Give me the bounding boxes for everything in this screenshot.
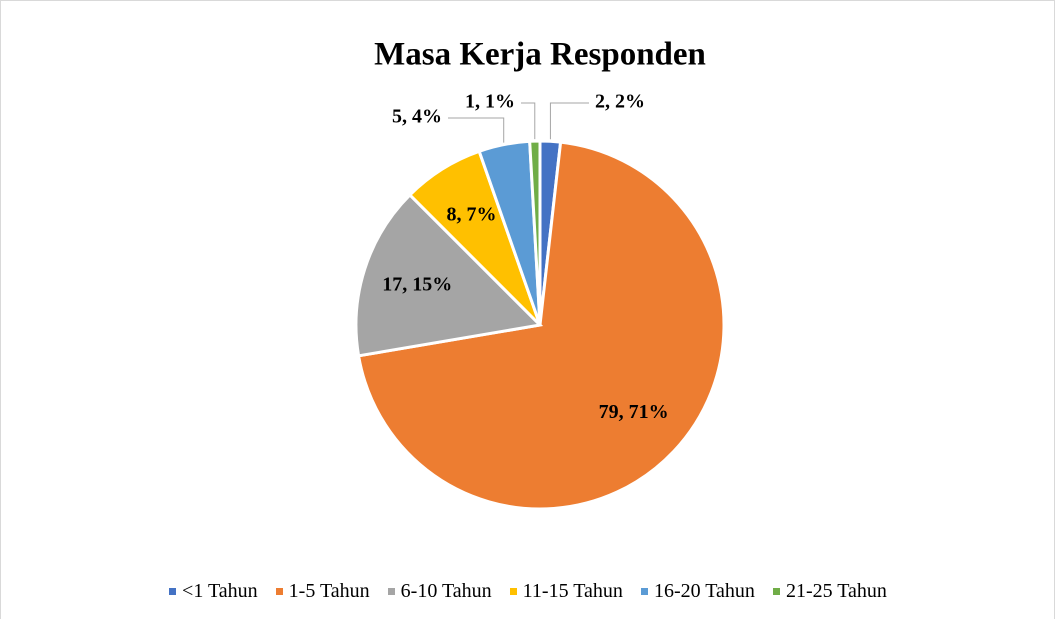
legend-label: 16-20 Tahun [653, 580, 755, 602]
leader-line [549, 102, 589, 140]
legend-item: 6-10 Tahun [387, 580, 492, 603]
legend-label: <1 Tahun [182, 580, 258, 602]
data-label: 79, 71% [599, 401, 669, 423]
legend-item: <1 Tahun [169, 580, 258, 603]
legend-item: 21-25 Tahun [772, 580, 887, 603]
data-label: 17, 15% [382, 273, 452, 295]
data-label: 5, 4% [392, 106, 442, 128]
leader-line [448, 117, 505, 143]
legend-swatch [772, 588, 780, 595]
legend-label: 1-5 Tahun [288, 580, 370, 602]
pie-slice [354, 192, 544, 358]
legend-item: 1-5 Tahun [275, 580, 370, 603]
data-label: 2, 2% [595, 91, 645, 113]
legend-label: 11-15 Tahun [522, 580, 623, 602]
data-label: 8, 7% [446, 204, 496, 226]
legend-swatch [387, 588, 395, 595]
legend-item: 11-15 Tahun [509, 580, 623, 603]
legend-label: 21-25 Tahun [785, 580, 887, 602]
leader-line [521, 102, 536, 140]
legend-swatch [275, 588, 283, 595]
pie-slice [528, 139, 542, 326]
data-label: 1, 1% [465, 91, 515, 113]
legend-item: 16-20 Tahun [640, 580, 755, 603]
legend: <1 Tahun 1-5 Tahun 6-10 Tahun 11-15 Tahun 16… [0, 580, 1056, 603]
legend-swatch [169, 588, 177, 595]
legend-swatch [509, 588, 517, 595]
legend-swatch [640, 588, 648, 595]
chart-title: Masa Kerja Responden [374, 37, 706, 73]
legend-label: 6-10 Tahun [400, 580, 492, 602]
